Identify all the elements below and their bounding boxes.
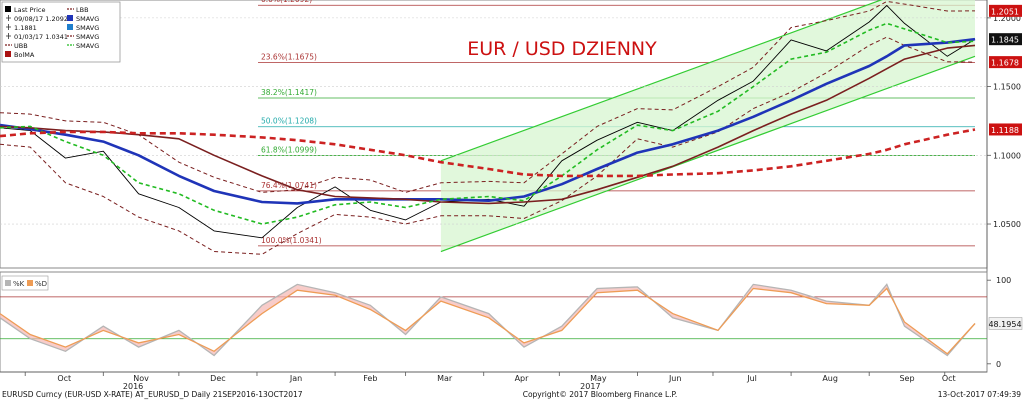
legend-swatch: [5, 6, 11, 12]
legend-label: LBB: [76, 6, 89, 14]
fib-label: 100.0%(1.0341): [261, 236, 322, 245]
stoch-d-label: %D: [35, 280, 47, 288]
fib-label: 50.0%(1.1208): [261, 117, 317, 126]
x-tick-label: Nov: [133, 374, 149, 383]
x-tick-label: Jan: [289, 374, 302, 383]
footer-copyright: Copyright© 2017 Bloomberg Finance L.P.: [523, 390, 678, 399]
value-tag-label: 1.1188: [991, 126, 1019, 135]
sma-200-line: [0, 128, 976, 178]
x-tick-label: Oct: [942, 374, 956, 383]
footer-timestamp: 13-Oct-2017 07:49:39: [938, 390, 1022, 399]
chart-title: EUR / USD DZIENNY: [467, 38, 657, 60]
value-tag: [989, 4, 1022, 17]
legend-label: SMAVG: [76, 33, 99, 41]
channel-lower-line: [440, 55, 976, 253]
value-tag-label: 1.1845: [991, 36, 1019, 45]
stoch-value-tag-label: 48.1954: [988, 320, 1021, 329]
y-tick-label: 1.0500: [993, 220, 1021, 229]
x-tick-label: Sep: [899, 374, 914, 383]
footer-security: EURUSD Curncy (EUR-USD X-RATE) AT_EURUSD…: [2, 390, 303, 399]
legend-label: 09/08/17 1.2092: [14, 15, 68, 23]
legend-label: Last Price: [14, 6, 45, 14]
stoch-y-tick-label: 0: [996, 360, 1001, 369]
x-tick-label: Dec: [210, 374, 225, 383]
stoch-d-line: [0, 287, 976, 355]
fib-label: 76.4%(1.0741): [261, 181, 317, 190]
x-tick-label: Apr: [515, 374, 530, 383]
legend-label: 1.1881: [14, 24, 37, 32]
channel-upper-line: [440, 0, 883, 162]
x-tick-label: May: [590, 374, 607, 383]
fib-label: 23.6%(1.1675): [261, 53, 317, 62]
value-tag: [989, 123, 1022, 136]
legend-label: SMAVG: [76, 42, 99, 50]
series-lines: [0, 0, 976, 255]
x-tick-label: Feb: [363, 374, 377, 383]
x-year-label: 2016: [123, 382, 143, 391]
legend-label: 01/03/17 1.0341: [14, 33, 68, 41]
y-tick-label: 1.1000: [993, 151, 1021, 160]
legend-swatch: [67, 24, 73, 30]
legend-label: SMAVG: [76, 15, 99, 23]
y-tick-label: 1.2000: [993, 14, 1021, 23]
fib-label: 61.8%(1.0999): [261, 145, 317, 154]
grid: [0, 17, 987, 225]
legend-swatch: [67, 15, 73, 21]
legend-label: BolMA: [14, 51, 35, 59]
x-tick-label: Oct: [57, 374, 71, 383]
x-tick-label: Jul: [746, 374, 757, 383]
ubb-line: [0, 0, 976, 193]
lbb-line: [0, 36, 976, 255]
x-tick-label: Jun: [668, 374, 682, 383]
x-year-label: 2017: [580, 382, 600, 391]
stochastic-panel: %K %D: [0, 271, 988, 373]
stoch-d-swatch: [27, 280, 33, 286]
x-axis: Oct Nov Dec Jan Feb Mar Apr May Jun Jul Aug Sep Oct 2…: [0, 371, 987, 391]
x-tick-label: Aug: [822, 374, 838, 383]
stoch-y-tick-label: 100: [996, 276, 1011, 285]
sma-20-line: [0, 22, 976, 225]
stoch-k-label: %K: [13, 280, 25, 288]
fib-label: 38.2%(1.1417): [261, 88, 317, 97]
legend-label: SMAVG: [76, 24, 99, 32]
stoch-value-tag: [988, 317, 1023, 330]
legend-label: UBB: [14, 42, 28, 50]
value-tag: [989, 56, 1022, 69]
legend-swatch: [5, 51, 11, 57]
value-tag-label: 1.2051: [991, 7, 1019, 16]
value-tag: [989, 33, 1022, 46]
sma-50-line: [0, 44, 976, 205]
fib-label: 0.0%(1.2092): [261, 0, 312, 4]
stochastic-lines: 0 100 48.1954: [0, 276, 1023, 369]
x-tick-label: Mar: [437, 374, 453, 383]
y-tick-label: 1.1500: [993, 83, 1021, 92]
stoch-k-swatch: [5, 280, 11, 286]
value-tag-label: 1.1678: [991, 59, 1019, 68]
value-tags: 1.2051 1.1845 1.1678 1.1188: [989, 4, 1022, 136]
